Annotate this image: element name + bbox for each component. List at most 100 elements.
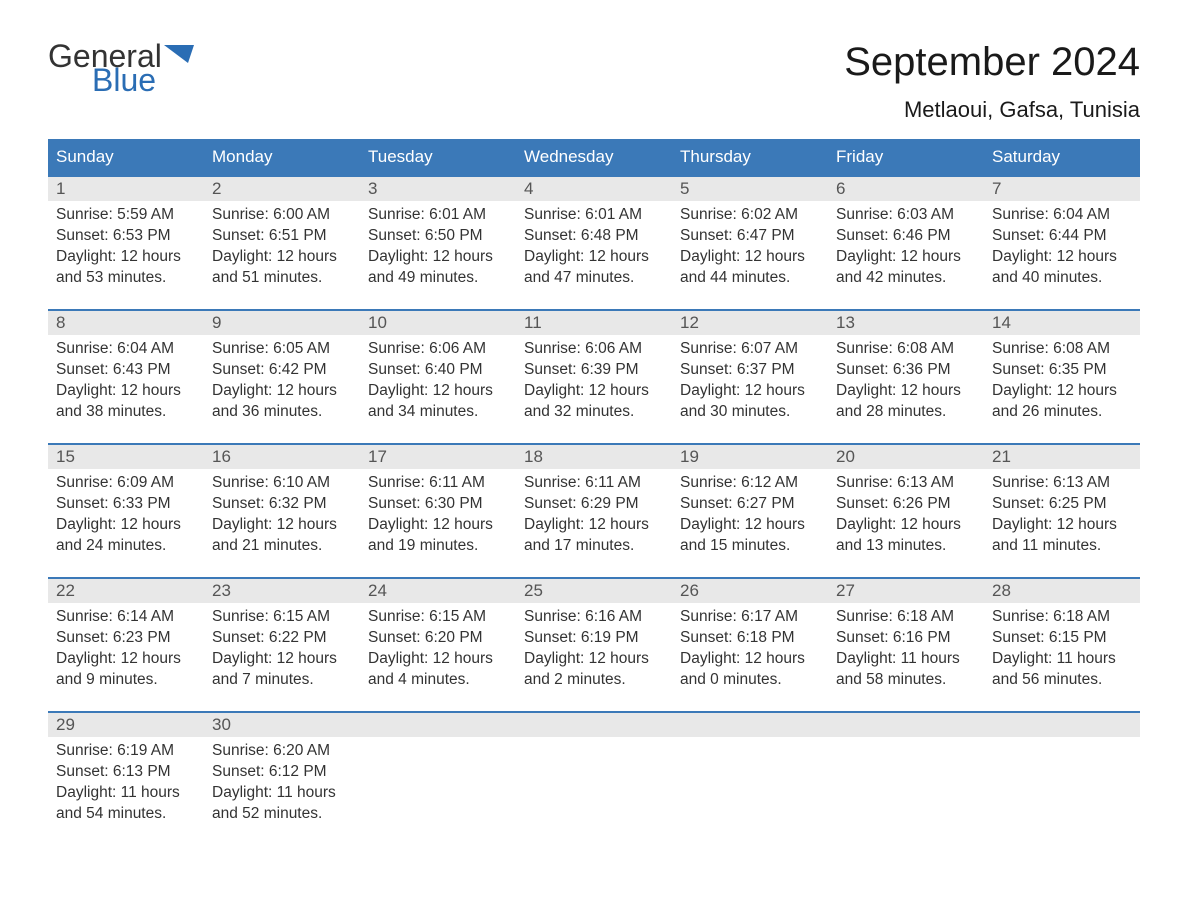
day-number [828, 713, 984, 737]
day-number: 12 [672, 311, 828, 335]
sunset-text: Sunset: 6:15 PM [992, 628, 1132, 649]
sunrise-text: Sunrise: 6:06 AM [524, 339, 664, 360]
daylight-text-2: and 47 minutes. [524, 268, 664, 289]
daylight-text-1: Daylight: 12 hours [524, 381, 664, 402]
day-cell [672, 737, 828, 829]
daylight-text-1: Daylight: 12 hours [524, 649, 664, 670]
sunrise-text: Sunrise: 6:12 AM [680, 473, 820, 494]
day-cell: Sunrise: 6:08 AMSunset: 6:35 PMDaylight:… [984, 335, 1140, 427]
sunset-text: Sunset: 6:50 PM [368, 226, 508, 247]
day-number: 21 [984, 445, 1140, 469]
day-header-cell: Thursday [672, 139, 828, 175]
day-body-row: Sunrise: 6:04 AMSunset: 6:43 PMDaylight:… [48, 335, 1140, 443]
day-cell: Sunrise: 6:08 AMSunset: 6:36 PMDaylight:… [828, 335, 984, 427]
daylight-text-2: and 2 minutes. [524, 670, 664, 691]
daylight-text-2: and 26 minutes. [992, 402, 1132, 423]
day-cell [828, 737, 984, 829]
calendar-week: 22232425262728Sunrise: 6:14 AMSunset: 6:… [48, 577, 1140, 711]
daylight-text-1: Daylight: 12 hours [680, 649, 820, 670]
day-number: 14 [984, 311, 1140, 335]
page-header: General Blue September 2024 Metlaoui, Ga… [48, 40, 1140, 123]
daylight-text-2: and 36 minutes. [212, 402, 352, 423]
day-header-cell: Sunday [48, 139, 204, 175]
day-header-cell: Saturday [984, 139, 1140, 175]
day-number: 5 [672, 177, 828, 201]
sunrise-text: Sunrise: 6:13 AM [992, 473, 1132, 494]
day-cell: Sunrise: 6:14 AMSunset: 6:23 PMDaylight:… [48, 603, 204, 695]
daylight-text-2: and 24 minutes. [56, 536, 196, 557]
sunrise-text: Sunrise: 6:19 AM [56, 741, 196, 762]
sunrise-text: Sunrise: 6:01 AM [368, 205, 508, 226]
daylight-text-1: Daylight: 12 hours [368, 381, 508, 402]
daylight-text-2: and 19 minutes. [368, 536, 508, 557]
daylight-text-1: Daylight: 12 hours [56, 649, 196, 670]
day-cell: Sunrise: 6:07 AMSunset: 6:37 PMDaylight:… [672, 335, 828, 427]
day-number-row: 2930 [48, 713, 1140, 737]
title-block: September 2024 Metlaoui, Gafsa, Tunisia [844, 40, 1140, 123]
day-cell: Sunrise: 6:13 AMSunset: 6:26 PMDaylight:… [828, 469, 984, 561]
daylight-text-2: and 15 minutes. [680, 536, 820, 557]
month-title: September 2024 [844, 40, 1140, 85]
sunrise-text: Sunrise: 6:17 AM [680, 607, 820, 628]
day-number: 4 [516, 177, 672, 201]
day-cell: Sunrise: 6:03 AMSunset: 6:46 PMDaylight:… [828, 201, 984, 293]
day-cell: Sunrise: 6:06 AMSunset: 6:39 PMDaylight:… [516, 335, 672, 427]
daylight-text-1: Daylight: 12 hours [368, 649, 508, 670]
day-number: 8 [48, 311, 204, 335]
sunset-text: Sunset: 6:36 PM [836, 360, 976, 381]
daylight-text-2: and 49 minutes. [368, 268, 508, 289]
daylight-text-1: Daylight: 11 hours [212, 783, 352, 804]
logo-text-blue: Blue [92, 64, 194, 96]
day-number: 30 [204, 713, 360, 737]
daylight-text-2: and 32 minutes. [524, 402, 664, 423]
day-number: 17 [360, 445, 516, 469]
day-body-row: Sunrise: 6:19 AMSunset: 6:13 PMDaylight:… [48, 737, 1140, 845]
daylight-text-2: and 51 minutes. [212, 268, 352, 289]
day-number-row: 1234567 [48, 177, 1140, 201]
daylight-text-2: and 30 minutes. [680, 402, 820, 423]
sunset-text: Sunset: 6:53 PM [56, 226, 196, 247]
day-number: 27 [828, 579, 984, 603]
sunset-text: Sunset: 6:48 PM [524, 226, 664, 247]
day-cell: Sunrise: 6:13 AMSunset: 6:25 PMDaylight:… [984, 469, 1140, 561]
calendar: SundayMondayTuesdayWednesdayThursdayFrid… [48, 139, 1140, 845]
day-number: 2 [204, 177, 360, 201]
day-cell: Sunrise: 6:00 AMSunset: 6:51 PMDaylight:… [204, 201, 360, 293]
sunset-text: Sunset: 6:47 PM [680, 226, 820, 247]
sunrise-text: Sunrise: 6:01 AM [524, 205, 664, 226]
day-cell: Sunrise: 6:17 AMSunset: 6:18 PMDaylight:… [672, 603, 828, 695]
day-number-row: 891011121314 [48, 311, 1140, 335]
sunrise-text: Sunrise: 6:00 AM [212, 205, 352, 226]
day-cell: Sunrise: 6:02 AMSunset: 6:47 PMDaylight:… [672, 201, 828, 293]
day-number: 13 [828, 311, 984, 335]
day-cell: Sunrise: 6:05 AMSunset: 6:42 PMDaylight:… [204, 335, 360, 427]
daylight-text-1: Daylight: 12 hours [212, 247, 352, 268]
daylight-text-1: Daylight: 12 hours [680, 515, 820, 536]
day-number [360, 713, 516, 737]
daylight-text-2: and 0 minutes. [680, 670, 820, 691]
sunset-text: Sunset: 6:22 PM [212, 628, 352, 649]
day-number: 15 [48, 445, 204, 469]
daylight-text-1: Daylight: 12 hours [992, 515, 1132, 536]
sunset-text: Sunset: 6:43 PM [56, 360, 196, 381]
sunrise-text: Sunrise: 6:18 AM [992, 607, 1132, 628]
sunrise-text: Sunrise: 6:09 AM [56, 473, 196, 494]
day-cell: Sunrise: 6:09 AMSunset: 6:33 PMDaylight:… [48, 469, 204, 561]
sunrise-text: Sunrise: 6:11 AM [524, 473, 664, 494]
day-cell: Sunrise: 6:15 AMSunset: 6:20 PMDaylight:… [360, 603, 516, 695]
day-cell: Sunrise: 6:11 AMSunset: 6:30 PMDaylight:… [360, 469, 516, 561]
daylight-text-2: and 9 minutes. [56, 670, 196, 691]
day-number: 10 [360, 311, 516, 335]
day-cell: Sunrise: 6:11 AMSunset: 6:29 PMDaylight:… [516, 469, 672, 561]
daylight-text-2: and 40 minutes. [992, 268, 1132, 289]
daylight-text-1: Daylight: 12 hours [368, 515, 508, 536]
daylight-text-1: Daylight: 12 hours [56, 381, 196, 402]
daylight-text-1: Daylight: 11 hours [992, 649, 1132, 670]
day-cell: Sunrise: 6:20 AMSunset: 6:12 PMDaylight:… [204, 737, 360, 829]
sunset-text: Sunset: 6:37 PM [680, 360, 820, 381]
sunrise-text: Sunrise: 6:07 AM [680, 339, 820, 360]
day-number-row: 15161718192021 [48, 445, 1140, 469]
day-cell: Sunrise: 6:18 AMSunset: 6:16 PMDaylight:… [828, 603, 984, 695]
sunset-text: Sunset: 6:30 PM [368, 494, 508, 515]
day-header-cell: Monday [204, 139, 360, 175]
